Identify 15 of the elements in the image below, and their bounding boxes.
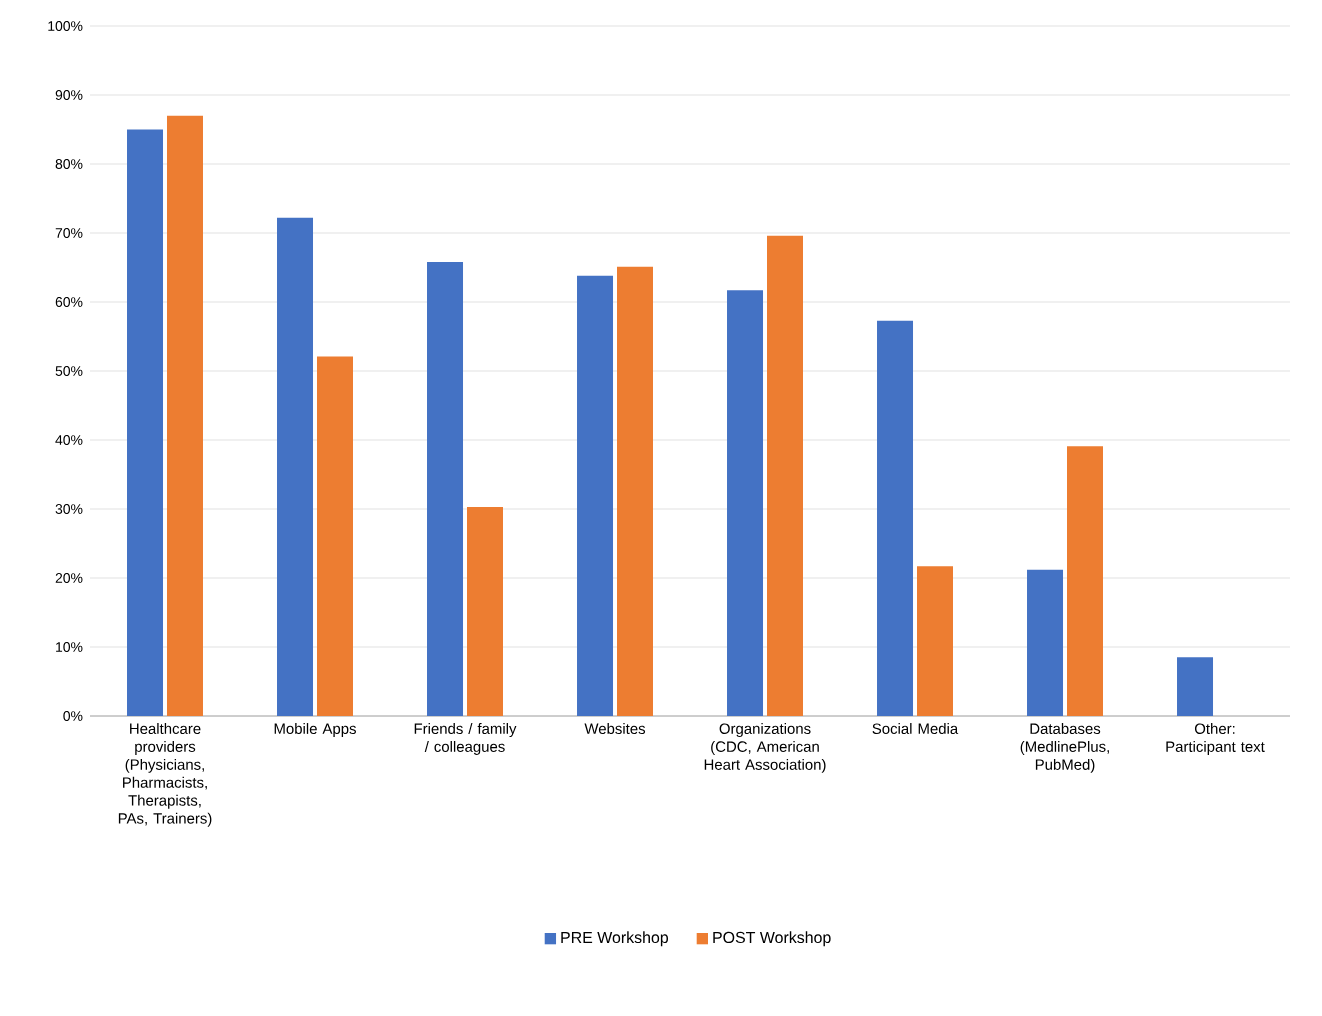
bar xyxy=(427,261,464,716)
bar xyxy=(127,129,164,716)
bar xyxy=(917,566,953,716)
bar xyxy=(1027,569,1064,716)
bar xyxy=(277,217,314,716)
bar xyxy=(877,320,914,716)
bar xyxy=(767,235,803,716)
bar xyxy=(316,356,353,716)
bar xyxy=(1067,446,1103,716)
bar xyxy=(617,266,653,716)
bar xyxy=(1177,657,1214,716)
bar xyxy=(727,290,764,716)
bar xyxy=(577,275,614,716)
bar xyxy=(467,506,503,716)
bar xyxy=(166,115,203,716)
